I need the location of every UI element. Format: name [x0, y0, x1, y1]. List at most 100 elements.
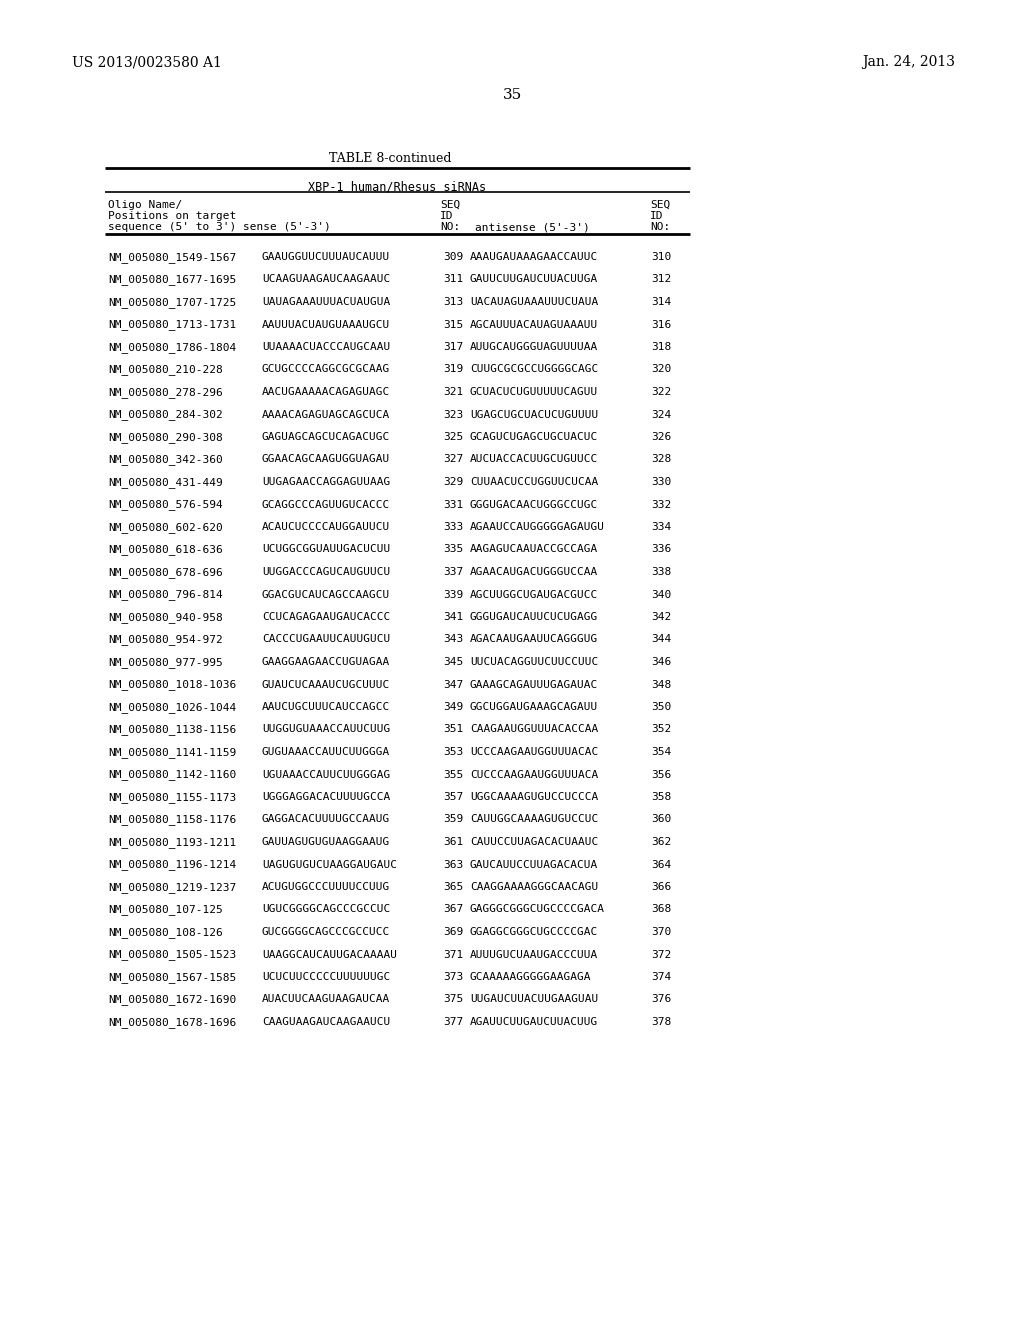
Text: sequence (5' to 3') sense (5'-3'): sequence (5' to 3') sense (5'-3') [108, 222, 331, 232]
Text: 311: 311 [443, 275, 463, 285]
Text: CAAGAAUGGUUUACACCAA: CAAGAAUGGUUUACACCAA [470, 725, 598, 734]
Text: GAGUAGCAGCUCAGACUGC: GAGUAGCAGCUCAGACUGC [262, 432, 390, 442]
Text: CUCCCAAGAAUGGUUUACA: CUCCCAAGAAUGGUUUACA [470, 770, 598, 780]
Text: 341: 341 [443, 612, 463, 622]
Text: UCUGGCGGUAUUGACUCUU: UCUGGCGGUAUUGACUCUU [262, 544, 390, 554]
Text: 354: 354 [651, 747, 672, 756]
Text: 346: 346 [651, 657, 672, 667]
Text: UUGAUCUUACUUGAAGUAU: UUGAUCUUACUUGAAGUAU [470, 994, 598, 1005]
Text: UUGAGAACCAGGAGUUAAG: UUGAGAACCAGGAGUUAAG [262, 477, 390, 487]
Text: 322: 322 [651, 387, 672, 397]
Text: NM_005080_284-302: NM_005080_284-302 [108, 409, 223, 420]
Text: 377: 377 [443, 1016, 463, 1027]
Text: AAUUUACUAUGUAAAUGCU: AAUUUACUAUGUAAAUGCU [262, 319, 390, 330]
Text: 367: 367 [443, 904, 463, 915]
Text: NM_005080_278-296: NM_005080_278-296 [108, 387, 223, 397]
Text: 325: 325 [443, 432, 463, 442]
Text: GUAUCUCAAAUCUGCUUUC: GUAUCUCAAAUCUGCUUUC [262, 680, 390, 689]
Text: UUAAAACUACCCAUGCAAU: UUAAAACUACCCAUGCAAU [262, 342, 390, 352]
Text: NM_005080_1505-1523: NM_005080_1505-1523 [108, 949, 237, 961]
Text: NM_005080_1677-1695: NM_005080_1677-1695 [108, 275, 237, 285]
Text: UUGGUGUAAACCAUUCUUG: UUGGUGUAAACCAUUCUUG [262, 725, 390, 734]
Text: 331: 331 [443, 499, 463, 510]
Text: TABLE 8-continued: TABLE 8-continued [329, 152, 452, 165]
Text: 323: 323 [443, 409, 463, 420]
Text: GCAAAAAGGGGGAAGAGA: GCAAAAAGGGGGAAGAGA [470, 972, 592, 982]
Text: 340: 340 [651, 590, 672, 599]
Text: 329: 329 [443, 477, 463, 487]
Text: CUUAACUCCUGGUUCUCAA: CUUAACUCCUGGUUCUCAA [470, 477, 598, 487]
Text: GAGGGCGGGCUGCCCCGACA: GAGGGCGGGCUGCCCCGACA [470, 904, 605, 915]
Text: 312: 312 [651, 275, 672, 285]
Text: 35: 35 [503, 88, 521, 102]
Text: 328: 328 [651, 454, 672, 465]
Text: 378: 378 [651, 1016, 672, 1027]
Text: UGAGCUGCUACUCUGUUUU: UGAGCUGCUACUCUGUUUU [470, 409, 598, 420]
Text: NM_005080_1567-1585: NM_005080_1567-1585 [108, 972, 237, 983]
Text: AAAUGAUAAAGAACCAUUC: AAAUGAUAAAGAACCAUUC [470, 252, 598, 261]
Text: NM_005080_1141-1159: NM_005080_1141-1159 [108, 747, 237, 758]
Text: GCAGUCUGAGCUGCUACUC: GCAGUCUGAGCUGCUACUC [470, 432, 598, 442]
Text: UUCUACAGGUUCUUCCUUC: UUCUACAGGUUCUUCCUUC [470, 657, 598, 667]
Text: AGACAAUGAAUUCAGGGUG: AGACAAUGAAUUCAGGGUG [470, 635, 598, 644]
Text: 345: 345 [443, 657, 463, 667]
Text: 326: 326 [651, 432, 672, 442]
Text: 365: 365 [443, 882, 463, 892]
Text: NM_005080_796-814: NM_005080_796-814 [108, 590, 223, 601]
Text: GGCUGGAUGAAAGCAGAUU: GGCUGGAUGAAAGCAGAUU [470, 702, 598, 711]
Text: UACAUAGUAAAUUUCUAUA: UACAUAGUAAAUUUCUAUA [470, 297, 598, 308]
Text: 343: 343 [443, 635, 463, 644]
Text: NM_005080_1672-1690: NM_005080_1672-1690 [108, 994, 237, 1006]
Text: 321: 321 [443, 387, 463, 397]
Text: UGUCGGGGCAGCCCGCCUC: UGUCGGGGCAGCCCGCCUC [262, 904, 390, 915]
Text: GGAGGCGGGCUGCCCCGAC: GGAGGCGGGCUGCCCCGAC [470, 927, 598, 937]
Text: AGAAUCCAUGGGGGAGAUGU: AGAAUCCAUGGGGGAGAUGU [470, 521, 605, 532]
Text: 339: 339 [443, 590, 463, 599]
Text: 320: 320 [651, 364, 672, 375]
Text: 352: 352 [651, 725, 672, 734]
Text: GCUACUCUGUUUUUCAGUU: GCUACUCUGUUUUUCAGUU [470, 387, 598, 397]
Text: 338: 338 [651, 568, 672, 577]
Text: GUCGGGGCAGCCCGCCUCC: GUCGGGGCAGCCCGCCUCC [262, 927, 390, 937]
Text: 342: 342 [651, 612, 672, 622]
Text: NM_005080_954-972: NM_005080_954-972 [108, 635, 223, 645]
Text: GGGUGACAACUGGGCCUGC: GGGUGACAACUGGGCCUGC [470, 499, 598, 510]
Text: 349: 349 [443, 702, 463, 711]
Text: UCAAGUAAGAUCAAGAAUC: UCAAGUAAGAUCAAGAAUC [262, 275, 390, 285]
Text: CAUUGGCAAAAGUGUCCUC: CAUUGGCAAAAGUGUCCUC [470, 814, 598, 825]
Text: 374: 374 [651, 972, 672, 982]
Text: 351: 351 [443, 725, 463, 734]
Text: NM_005080_210-228: NM_005080_210-228 [108, 364, 223, 375]
Text: GAAGGAAGAACCUGUAGAA: GAAGGAAGAACCUGUAGAA [262, 657, 390, 667]
Text: NM_005080_1713-1731: NM_005080_1713-1731 [108, 319, 237, 330]
Text: NM_005080_1018-1036: NM_005080_1018-1036 [108, 680, 237, 690]
Text: 337: 337 [443, 568, 463, 577]
Text: GAUUCUUGAUCUUACUUGA: GAUUCUUGAUCUUACUUGA [470, 275, 598, 285]
Text: GGGUGAUCAUUCUCUGAGG: GGGUGAUCAUUCUCUGAGG [470, 612, 598, 622]
Text: US 2013/0023580 A1: US 2013/0023580 A1 [72, 55, 222, 69]
Text: ACUGUGGCCCUUUUCCUUG: ACUGUGGCCCUUUUCCUUG [262, 882, 390, 892]
Text: 371: 371 [443, 949, 463, 960]
Text: 355: 355 [443, 770, 463, 780]
Text: AGCUUGGCUGAUGACGUCC: AGCUUGGCUGAUGACGUCC [470, 590, 598, 599]
Text: AAAACAGAGUAGCAGCUCA: AAAACAGAGUAGCAGCUCA [262, 409, 390, 420]
Text: UAUAGAAAUUUACUAUGUA: UAUAGAAAUUUACUAUGUA [262, 297, 390, 308]
Text: CAAGGAAAAGGGCAACAGU: CAAGGAAAAGGGCAACAGU [470, 882, 598, 892]
Text: UAGUGUGUCUAAGGAUGAUC: UAGUGUGUCUAAGGAUGAUC [262, 859, 397, 870]
Text: 319: 319 [443, 364, 463, 375]
Text: NM_005080_1549-1567: NM_005080_1549-1567 [108, 252, 237, 263]
Text: CAUUCCUUAGACACUAAUC: CAUUCCUUAGACACUAAUC [470, 837, 598, 847]
Text: NM_005080_1026-1044: NM_005080_1026-1044 [108, 702, 237, 713]
Text: UUGGACCCAGUCAUGUUCU: UUGGACCCAGUCAUGUUCU [262, 568, 390, 577]
Text: 348: 348 [651, 680, 672, 689]
Text: 360: 360 [651, 814, 672, 825]
Text: UCCCAAGAAUGGUUUACAC: UCCCAAGAAUGGUUUACAC [470, 747, 598, 756]
Text: 330: 330 [651, 477, 672, 487]
Text: NM_005080_290-308: NM_005080_290-308 [108, 432, 223, 444]
Text: 363: 363 [443, 859, 463, 870]
Text: CACCCUGAAUUCAUUGUCU: CACCCUGAAUUCAUUGUCU [262, 635, 390, 644]
Text: AAUCUGCUUUCAUCCAGCC: AAUCUGCUUUCAUCCAGCC [262, 702, 390, 711]
Text: 350: 350 [651, 702, 672, 711]
Text: Jan. 24, 2013: Jan. 24, 2013 [862, 55, 955, 69]
Text: AAGAGUCAAUACCGCCAGA: AAGAGUCAAUACCGCCAGA [470, 544, 598, 554]
